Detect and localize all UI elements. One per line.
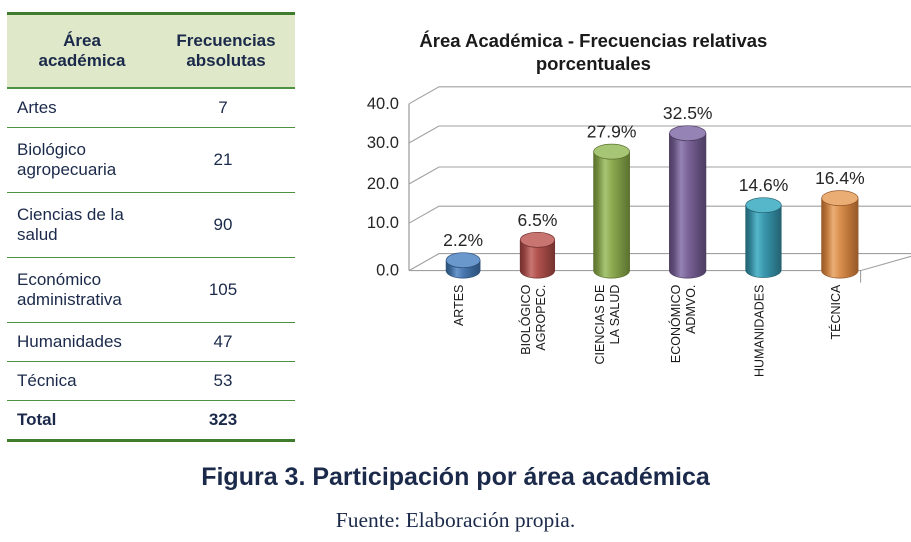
svg-text:porcentuales: porcentuales [536, 53, 651, 74]
svg-text:Área Académica - Frecuencias: Área Académica - Frecuencias relativas [419, 30, 767, 51]
svg-text:0.0: 0.0 [376, 262, 399, 280]
svg-text:10.0: 10.0 [367, 214, 399, 232]
svg-text:40.0: 40.0 [367, 95, 399, 113]
svg-text:LA SALUD: LA SALUD [608, 285, 622, 345]
svg-text:CIENCIAS DE: CIENCIAS DE [593, 285, 607, 365]
svg-text:ADMVO.: ADMVO. [684, 285, 698, 334]
svg-text:AGROPEC.: AGROPEC. [534, 285, 548, 351]
svg-text:16.4%: 16.4% [815, 168, 865, 188]
svg-text:BIOLÓGICO: BIOLÓGICO [518, 284, 533, 354]
svg-text:HUMANIDADES: HUMANIDADES [753, 285, 767, 377]
svg-text:27.9%: 27.9% [587, 122, 637, 142]
svg-text:14.6%: 14.6% [739, 175, 789, 195]
svg-text:32.5%: 32.5% [663, 103, 713, 123]
svg-text:6.5%: 6.5% [518, 210, 558, 230]
svg-text:20.0: 20.0 [367, 175, 399, 193]
svg-text:ARTES: ARTES [452, 285, 466, 326]
svg-text:2.2%: 2.2% [443, 230, 483, 250]
svg-text:TÉCNICA: TÉCNICA [828, 284, 843, 340]
svg-text:30.0: 30.0 [367, 134, 399, 152]
svg-text:ECONÓMICO: ECONÓMICO [668, 284, 683, 363]
